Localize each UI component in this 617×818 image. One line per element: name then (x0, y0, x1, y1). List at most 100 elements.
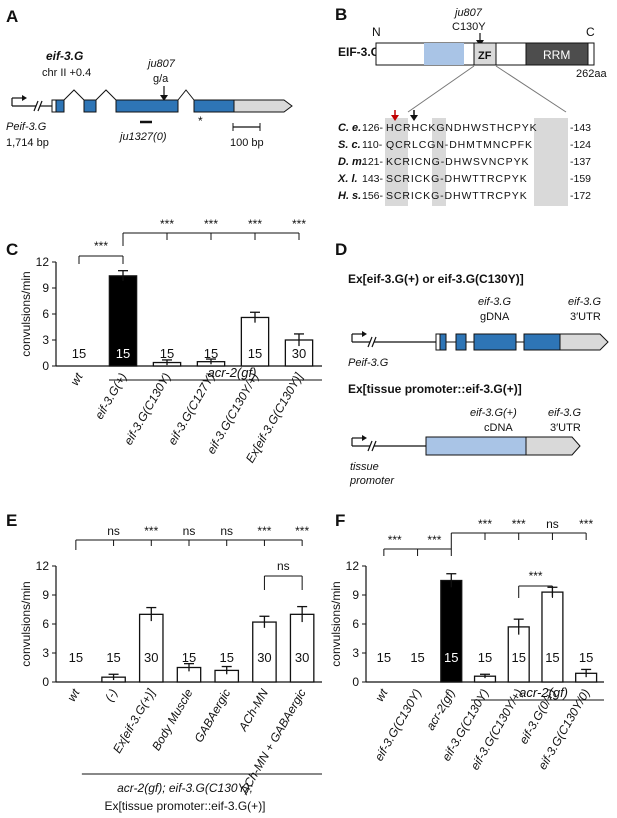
aln-start: 126- (362, 122, 384, 134)
category-label: wt (67, 370, 85, 388)
n-label: 15 (160, 346, 174, 361)
n-label: 15 (377, 650, 391, 665)
sig-label: *** (295, 524, 309, 538)
d-promoter-word: promoter (349, 475, 395, 487)
b-mutation: C130Y (452, 21, 486, 33)
utr3 (233, 99, 293, 113)
sig-label: *** (579, 517, 593, 531)
d-utr2-gene: eif-3.G (548, 407, 581, 419)
n-label: 15 (69, 650, 83, 665)
aln-seq: KCRICNG-DHWSVNCPYK (386, 156, 529, 168)
n-label: 15 (219, 650, 233, 665)
species-label: X. l. (337, 173, 358, 185)
aln-start: 156- (362, 190, 384, 202)
n-label: 15 (106, 650, 120, 665)
n-label: 15 (478, 650, 492, 665)
category-label: wt (372, 686, 390, 704)
construct2-title: Ex[tissue promoter::eif-3.G(+)] (348, 382, 522, 396)
category-label: (-) (102, 687, 120, 704)
n-terminus: N (372, 25, 381, 39)
sig-label: *** (94, 239, 108, 253)
bar (138, 613, 164, 683)
n-label: 15 (444, 650, 458, 665)
d-exon-3 (473, 333, 517, 351)
rrm-label: RRM (543, 48, 570, 62)
panel-label-f: F (335, 511, 345, 530)
n-label: 15 (204, 346, 218, 361)
category-label: GABAergic (192, 687, 234, 745)
species-label: S. c. (338, 139, 361, 151)
aln-end: -124 (570, 139, 591, 151)
d-utr-gene: eif-3.G (568, 296, 601, 308)
d-exon-1 (439, 333, 447, 351)
aln-seq: SCRICKG-DHWTTRCPYK (386, 173, 528, 185)
mutation-label: g/a (153, 73, 169, 85)
aln-start: 121- (362, 156, 384, 168)
n-label: 15 (511, 650, 525, 665)
d-promoter-arrow-icon (362, 331, 367, 337)
d-tissue-label: tissue (350, 461, 379, 473)
d-cdna-box (425, 436, 527, 456)
aln-shade-2 (432, 118, 446, 206)
promoter-arrow-icon (22, 95, 27, 101)
zf-label: ZF (478, 50, 492, 62)
protein-name: EIF-3.G (338, 45, 380, 59)
y-axis-label: convulsions/min (19, 581, 33, 666)
y-tick-label: 9 (352, 588, 359, 602)
n-label: 15 (182, 650, 196, 665)
bar (440, 579, 463, 683)
species-label: H. s. (338, 190, 361, 202)
rrm-domain (525, 42, 589, 66)
aln-seq: HCRHCKGNDHWSTHCPYK (386, 122, 538, 134)
category-label: eif-3.G(C130Y) (121, 371, 173, 448)
n-label: 30 (295, 650, 309, 665)
construct1-title: Ex[eif-3.G(+) or eif-3.G(C130Y)] (348, 272, 524, 286)
species-label: C. e. (338, 122, 361, 134)
panel-b-protein: ju807 C130Y N C EIF-3.G ZF RRM 262aa C. … (337, 7, 607, 206)
sig-label: ns (220, 524, 233, 538)
y-tick-label: 3 (42, 333, 49, 347)
bar (108, 275, 138, 367)
y-axis-label: convulsions/min (329, 581, 343, 666)
panel-a-gene-model: eif-3.G chr II +0.4 ju807 g/a ju1327(0) … (6, 49, 293, 149)
exon-3 (115, 99, 179, 113)
y-tick-label: 3 (352, 646, 359, 660)
y-tick-label: 6 (352, 617, 359, 631)
n-label: 30 (292, 346, 306, 361)
aln-shade-3 (534, 118, 568, 206)
d-gene-label: eif-3.G (478, 296, 511, 308)
y-tick-label: 12 (36, 255, 50, 269)
d-promoter-label: Peif-3.G (348, 357, 389, 369)
n-label: 15 (545, 650, 559, 665)
y-tick-label: 6 (42, 617, 49, 631)
panel-label-a: A (6, 7, 18, 26)
scale-label: 100 bp (230, 137, 264, 149)
b-allele: ju807 (453, 7, 483, 19)
d-utr3-2 (525, 436, 581, 456)
allele-label: ju807 (146, 58, 176, 70)
panel-label-c: C (6, 240, 18, 259)
sig-label: *** (248, 217, 262, 231)
bar (284, 339, 314, 367)
utr5 (51, 99, 57, 113)
n-label: 15 (116, 346, 130, 361)
exon-4 (193, 99, 235, 113)
d-exon-2 (455, 333, 467, 351)
promoter-size: 1,714 bp (6, 137, 49, 149)
category-label: wt (64, 686, 82, 704)
n-label: 15 (410, 650, 424, 665)
d-exon-4 (523, 333, 561, 351)
sig-label: *** (257, 524, 271, 538)
aln-end: -159 (570, 173, 591, 185)
d-utr3 (559, 333, 609, 351)
sig-label: *** (427, 533, 441, 547)
sig-label-inner: ns (277, 559, 290, 573)
n-label: 15 (579, 650, 593, 665)
y-tick-label: 12 (36, 559, 50, 573)
y-tick-label: 9 (42, 281, 49, 295)
sig-label: *** (292, 217, 306, 231)
deletion-label: ju1327(0) (118, 131, 167, 143)
n-label: 30 (257, 650, 271, 665)
